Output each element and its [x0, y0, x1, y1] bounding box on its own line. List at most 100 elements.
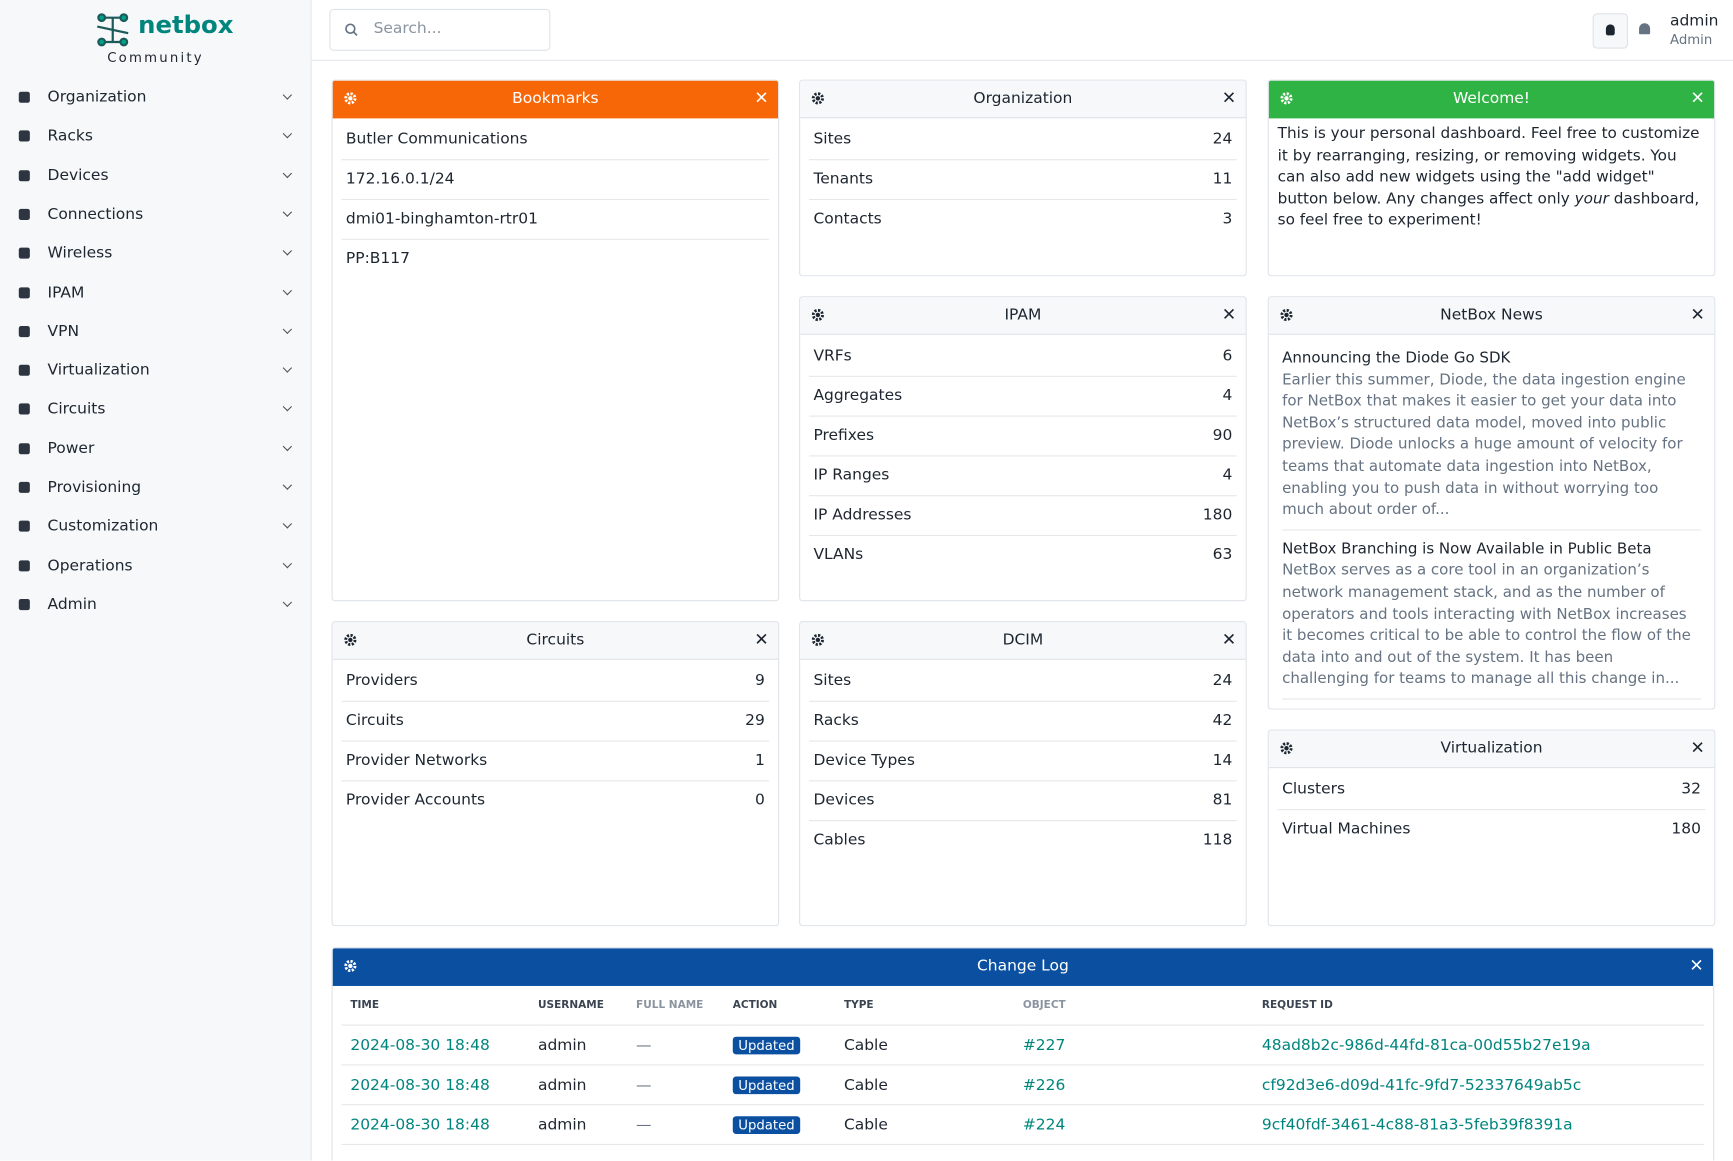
close-icon[interactable]: [1692, 308, 1703, 319]
nav-item[interactable]: IPAM: [0, 274, 311, 312]
close-icon[interactable]: [1223, 308, 1235, 319]
close-icon[interactable]: [1692, 742, 1703, 753]
count-row[interactable]: IP Ranges 4: [809, 456, 1237, 497]
count-row[interactable]: Contacts 3: [809, 200, 1237, 239]
request-id[interactable]: 48ad8b2c-986d-44fd-81ca-00d55b27e19a: [1261, 1036, 1591, 1054]
count-row[interactable]: Clusters 32: [1277, 770, 1706, 811]
count-row[interactable]: Tenants 11: [809, 160, 1237, 201]
nav-icon: [18, 169, 30, 181]
close-icon[interactable]: [1691, 959, 1702, 970]
count-row[interactable]: Prefixes 90: [809, 417, 1237, 457]
nav-icon: [18, 442, 30, 454]
gear-icon[interactable]: [344, 959, 357, 973]
nav-icon: [18, 286, 30, 298]
card-header: DCIM: [800, 622, 1246, 660]
news-title: Announcing the Diode Go SDK: [1282, 349, 1511, 367]
nav-label: Organization: [47, 88, 147, 107]
count-row[interactable]: Cables 118: [809, 821, 1237, 860]
gear-icon[interactable]: [811, 308, 824, 322]
widget: Bookmarks Butler Communications 172.16.0.1…: [331, 79, 780, 602]
nav-item[interactable]: Connections: [0, 196, 311, 234]
count-label: Contacts: [813, 209, 882, 228]
count-value: 42: [1212, 711, 1233, 730]
gear-icon[interactable]: [344, 92, 357, 105]
search-box[interactable]: Search...: [329, 8, 551, 51]
user-name[interactable]: admin: [1670, 12, 1719, 30]
count-row[interactable]: Aggregates 4: [809, 377, 1237, 417]
close-icon[interactable]: [756, 633, 767, 644]
count-row[interactable]: Device Types 14: [809, 742, 1237, 782]
nav-item[interactable]: Racks: [0, 117, 311, 155]
gear-icon[interactable]: [1280, 742, 1293, 755]
nav-item[interactable]: Organization: [0, 78, 311, 116]
count-label: Clusters: [1282, 780, 1346, 798]
full-name: —: [636, 1075, 652, 1094]
close-icon[interactable]: [1692, 92, 1703, 103]
count-value: 118: [1202, 831, 1233, 849]
bookmark-list: Butler Communications 172.16.0.1/24 dmi01-…: [333, 118, 778, 278]
nav-item[interactable]: VPN: [0, 313, 311, 351]
gear-icon[interactable]: [344, 633, 357, 647]
nav-item[interactable]: Circuits: [0, 391, 311, 429]
count-row[interactable]: Racks 42: [809, 702, 1237, 742]
cell: #224: [1022, 1104, 1262, 1146]
time[interactable]: 2024-08-30 18:48: [350, 1036, 490, 1054]
bookmark[interactable]: dmi01-binghamton-rtr01: [341, 200, 770, 240]
nav-item[interactable]: Provisioning: [0, 469, 311, 507]
count-row[interactable]: VLANs 63: [809, 536, 1237, 575]
nav-item[interactable]: Power: [0, 430, 311, 468]
nav-label: IPAM: [47, 283, 85, 302]
object[interactable]: #224: [1022, 1115, 1066, 1134]
object[interactable]: #226: [1022, 1075, 1066, 1094]
gear-icon[interactable]: [811, 92, 824, 105]
object[interactable]: #227: [1022, 1036, 1066, 1054]
nav-chevron: [282, 558, 293, 568]
time[interactable]: 2024-08-30 18:48: [350, 1075, 490, 1094]
count-row[interactable]: Provider Networks 1: [341, 742, 770, 782]
gear-icon[interactable]: [1280, 308, 1293, 322]
card-title: IPAM: [1004, 306, 1042, 324]
nav-chevron: [282, 207, 293, 217]
news-item[interactable]: Announcing the Diode Go SDK Earlier this …: [1282, 339, 1701, 531]
request-id[interactable]: cf92d3e6-d09d-41fc-9fd7-52337649ab5c: [1261, 1075, 1582, 1094]
count-value: 24: [1212, 130, 1233, 149]
close-icon[interactable]: [756, 92, 767, 103]
count-row[interactable]: Providers 9: [341, 662, 770, 702]
nav-item[interactable]: Customization: [0, 508, 311, 546]
cell: cf92d3e6-d09d-41fc-9fd7-52337649ab5c: [1261, 1064, 1705, 1106]
nav-item[interactable]: Operations: [0, 547, 311, 585]
nav-item[interactable]: Wireless: [0, 235, 311, 273]
news-item[interactable]: A New Look For NetBox and NetBox Labs: [1282, 700, 1701, 709]
count-row[interactable]: VRFs 6: [809, 337, 1237, 377]
nav-chevron: [282, 402, 293, 412]
full-name: —: [636, 1115, 652, 1134]
time[interactable]: 2024-08-30 18:48: [350, 1115, 490, 1134]
bookmark[interactable]: 172.16.0.1/24: [341, 160, 770, 201]
gear-icon[interactable]: [1280, 92, 1293, 105]
request-id[interactable]: 9cf40fdf-3461-4c88-81a3-5feb39f8391a: [1261, 1115, 1573, 1134]
count-row[interactable]: Sites 24: [809, 662, 1237, 702]
close-icon[interactable]: [1223, 633, 1235, 644]
count-row[interactable]: Devices 81: [809, 781, 1237, 822]
nav-item[interactable]: Virtualization: [0, 352, 311, 390]
notifications-icon[interactable]: [1639, 23, 1651, 35]
card-header: Virtualization: [1268, 730, 1715, 769]
count-value: 4: [1222, 386, 1233, 405]
nav-item[interactable]: Devices: [0, 156, 311, 194]
count-row[interactable]: Provider Accounts 0: [342, 781, 770, 820]
news-item[interactable]: NetBox Branching is Now Available in Pub…: [1282, 530, 1701, 700]
nav-chevron: [282, 324, 293, 334]
bookmark[interactable]: PP:B117: [342, 240, 770, 279]
gear-icon[interactable]: [811, 633, 824, 647]
count-row[interactable]: Sites 24: [809, 120, 1237, 161]
count-row[interactable]: IP Addresses 180: [809, 496, 1237, 537]
cell: #226: [1022, 1064, 1262, 1106]
nav-icon: [18, 598, 30, 610]
bookmark[interactable]: Butler Communications: [341, 120, 770, 161]
theme-button[interactable]: [1592, 13, 1629, 49]
close-icon[interactable]: [1223, 92, 1235, 103]
count-value: 180: [1671, 820, 1701, 838]
count-row[interactable]: Virtual Machines 180: [1278, 810, 1706, 849]
count-row[interactable]: Circuits 29: [341, 702, 770, 742]
nav-item[interactable]: Admin: [0, 586, 311, 624]
